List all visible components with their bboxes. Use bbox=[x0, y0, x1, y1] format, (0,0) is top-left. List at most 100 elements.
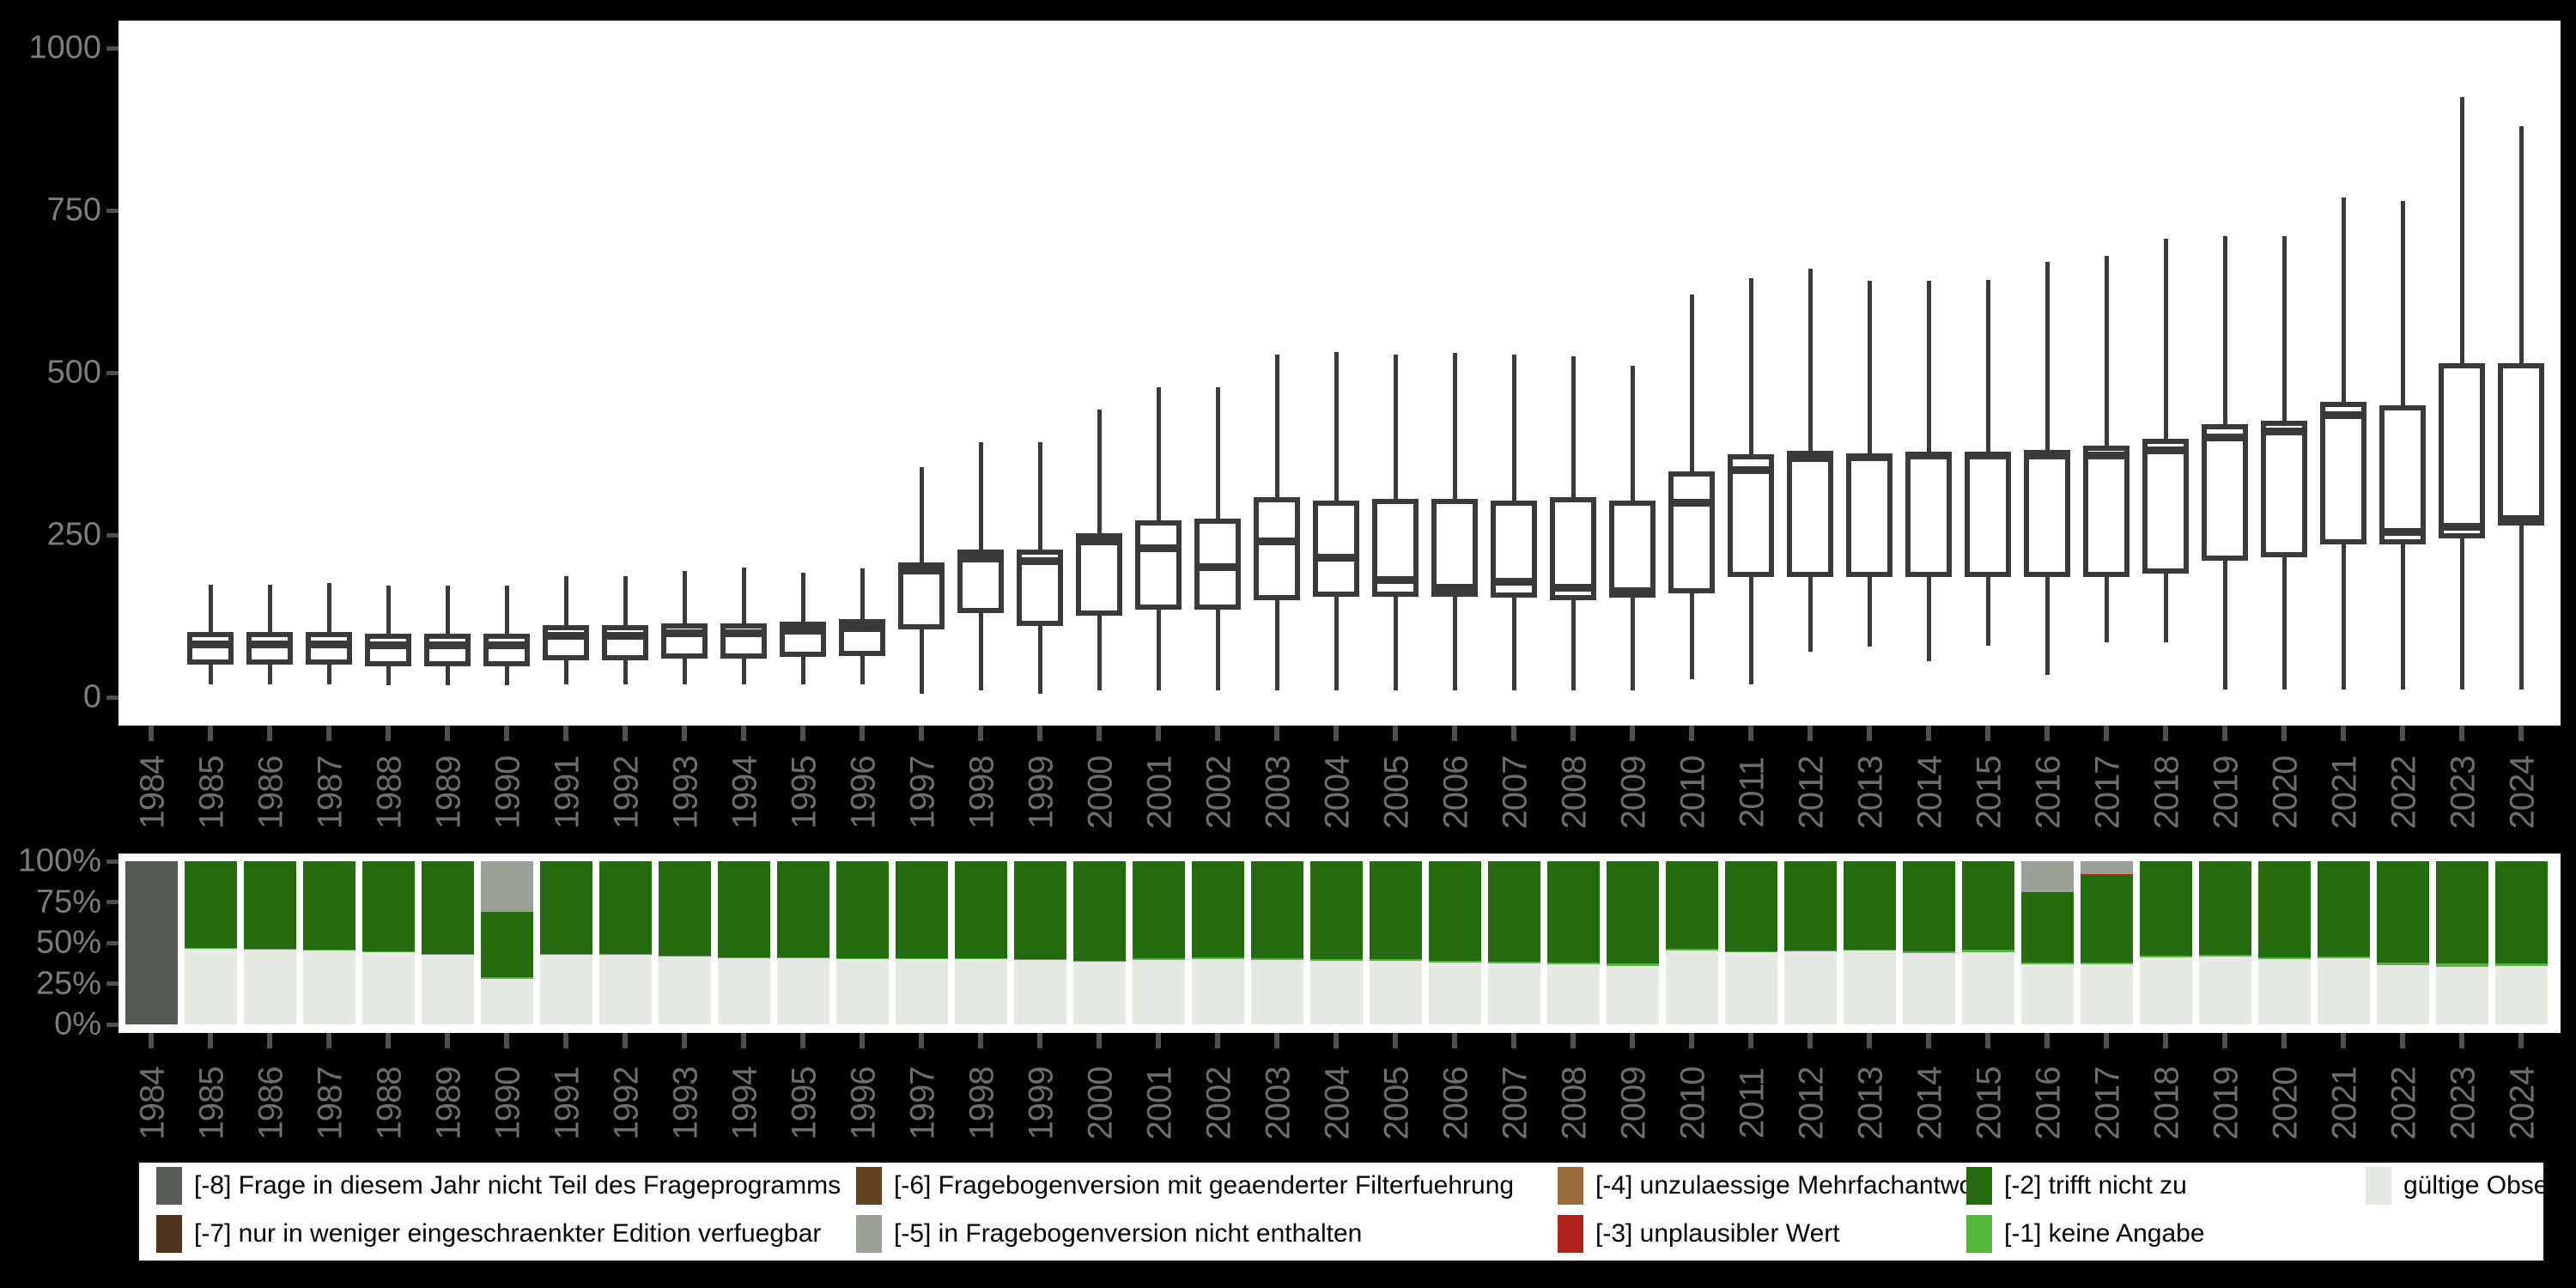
boxplot-year-label: 2019 bbox=[2207, 756, 2245, 829]
box-median-line bbox=[1728, 465, 1774, 474]
boxplot-year-label: 1984 bbox=[133, 756, 172, 829]
bar-segment-trifft_nicht_zu bbox=[1843, 861, 1896, 950]
bar-segment-trifft_nicht_zu bbox=[2376, 861, 2429, 963]
barchart-xtick-mark bbox=[1630, 1033, 1635, 1048]
bar-segment-trifft_nicht_zu bbox=[243, 861, 296, 949]
box-median-line bbox=[957, 555, 1004, 563]
boxplot-xtick-mark bbox=[2044, 726, 2050, 741]
box-iqr bbox=[2202, 424, 2248, 562]
bar-segment-gueltige_observationen bbox=[1843, 951, 1896, 1024]
legend-item-label: [-4] unzulaessige Mehrfachantwort bbox=[1595, 1171, 1990, 1200]
barchart-year-label: 2013 bbox=[1851, 1066, 1890, 1140]
boxplot-year-label: 2005 bbox=[1377, 756, 1416, 829]
boxplot-year-label: 1997 bbox=[903, 756, 942, 829]
boxplot-year-label: 2004 bbox=[1318, 756, 1357, 829]
box-median-line bbox=[1254, 538, 1300, 546]
boxplot-year-label: 2007 bbox=[1496, 756, 1534, 829]
boxplot-xtick-mark bbox=[1807, 726, 1813, 741]
legend-item-label: gültige Observationen bbox=[2403, 1171, 2576, 1200]
boxplot-year-label: 2009 bbox=[1614, 756, 1653, 829]
box-median-line bbox=[2498, 514, 2544, 523]
boxplot-xtick-mark bbox=[386, 726, 391, 741]
barchart-year-label: 2015 bbox=[1970, 1066, 2008, 1140]
legend-swatch bbox=[1966, 1215, 1992, 1253]
barchart-year-label: 1991 bbox=[548, 1066, 586, 1140]
bar-segment-gueltige_observationen bbox=[895, 959, 948, 1024]
bar-segment-gueltige_observationen bbox=[954, 959, 1007, 1024]
barchart-year-label: 1995 bbox=[785, 1066, 823, 1140]
barchart-year-label: 2005 bbox=[1377, 1066, 1416, 1140]
boxplot-xtick-mark bbox=[978, 726, 983, 741]
bar-segment-keine_angabe bbox=[1961, 950, 2014, 953]
boxplot-xtick-mark bbox=[2341, 726, 2346, 741]
bar-segment-keine_angabe bbox=[1250, 958, 1303, 960]
barchart-year-label: 2003 bbox=[1259, 1066, 1297, 1140]
barchart-year-label: 1986 bbox=[252, 1066, 290, 1140]
bar-segment-gueltige_observationen bbox=[835, 959, 889, 1024]
boxplot-year-label: 2000 bbox=[1081, 756, 1120, 829]
bar-segment-trifft_nicht_zu bbox=[2020, 892, 2074, 963]
bar-segment-trifft_nicht_zu bbox=[1072, 861, 1126, 961]
boxplot-year-label: 2003 bbox=[1259, 756, 1297, 829]
bar-segment-gueltige_observationen bbox=[776, 958, 829, 1024]
box-median-line bbox=[1846, 453, 1893, 461]
box-iqr bbox=[1965, 452, 2011, 578]
barchart-xtick-mark bbox=[1215, 1033, 1220, 1048]
boxplot-year-label: 2017 bbox=[2088, 756, 2127, 829]
bar-segment-keine_angabe bbox=[1191, 957, 1244, 959]
bar-segment-keine_angabe bbox=[2198, 955, 2251, 957]
bar-segment-gueltige_observationen bbox=[1428, 962, 1481, 1024]
bar-segment-gueltige_observationen bbox=[1724, 952, 1777, 1024]
barchart-ytick-label: 50% bbox=[35, 924, 101, 961]
box-median-line bbox=[661, 629, 708, 638]
bar-segment-trifft_nicht_zu bbox=[1783, 861, 1837, 951]
bar-segment-trifft_nicht_zu bbox=[2198, 861, 2251, 956]
boxplot-ytick-mark bbox=[106, 208, 118, 213]
barchart-year-label: 2012 bbox=[1792, 1066, 1831, 1140]
boxplot-ytick-mark bbox=[106, 370, 118, 375]
boxplot-xtick-mark bbox=[1926, 726, 1931, 741]
barchart-xtick-mark bbox=[2281, 1033, 2287, 1048]
bar-segment-trifft_nicht_zu bbox=[1902, 861, 1955, 952]
bar-segment-keine_angabe bbox=[2257, 957, 2311, 959]
box-iqr bbox=[1431, 499, 1478, 597]
barchart-xtick-mark bbox=[1452, 1033, 1457, 1048]
box-median-line bbox=[898, 567, 945, 575]
bar-segment-in_fragebogenversion_nicht_enthalten bbox=[480, 861, 533, 913]
boxplot-year-label: 2016 bbox=[2029, 756, 2068, 829]
barchart-xtick-mark bbox=[2518, 1033, 2524, 1048]
boxplot-year-label: 2012 bbox=[1792, 756, 1831, 829]
bar-segment-trifft_nicht_zu bbox=[1013, 861, 1066, 959]
bar-segment-keine_angabe bbox=[1487, 961, 1540, 963]
bar-segment-gueltige_observationen bbox=[1961, 952, 2014, 1024]
box-median-line bbox=[1017, 556, 1063, 565]
boxplot-xtick-mark bbox=[1334, 726, 1339, 741]
boxplot-ytick-mark bbox=[106, 532, 118, 538]
barchart-xtick-mark bbox=[623, 1033, 628, 1048]
bar-segment-gueltige_observationen bbox=[717, 958, 770, 1024]
bar-segment-keine_angabe bbox=[2435, 963, 2488, 967]
barchart-ytick-label: 0% bbox=[54, 1005, 101, 1042]
bar-segment-gueltige_observationen bbox=[2376, 964, 2429, 1024]
barchart-xtick-mark bbox=[267, 1033, 272, 1048]
boxplot-year-label: 2018 bbox=[2148, 756, 2186, 829]
bar-segment-trifft_nicht_zu bbox=[2257, 861, 2311, 957]
box-median-line bbox=[187, 640, 234, 648]
box-median-line bbox=[483, 641, 530, 650]
boxplot-xtick-mark bbox=[919, 726, 924, 741]
bar-segment-trifft_nicht_zu bbox=[2139, 861, 2192, 957]
bar-segment-trifft_nicht_zu bbox=[2435, 861, 2488, 963]
boxplot-ytick-label: 0 bbox=[82, 678, 101, 715]
bar-segment-gueltige_observationen bbox=[1902, 953, 1955, 1024]
barchart-xtick-mark bbox=[1274, 1033, 1279, 1048]
box-median-line bbox=[1076, 538, 1122, 546]
boxplot-ytick-label: 1000 bbox=[28, 29, 101, 66]
legend bbox=[137, 1161, 2545, 1262]
bar-segment-keine_angabe bbox=[1843, 949, 1896, 951]
barchart-xtick-mark bbox=[326, 1033, 331, 1048]
boxplot-year-label: 1985 bbox=[192, 756, 231, 829]
bar-segment-keine_angabe bbox=[1369, 959, 1422, 961]
boxplot-xtick-mark bbox=[563, 726, 568, 741]
barchart-year-label: 2020 bbox=[2266, 1066, 2305, 1140]
bar-segment-gueltige_observationen bbox=[1487, 963, 1540, 1024]
